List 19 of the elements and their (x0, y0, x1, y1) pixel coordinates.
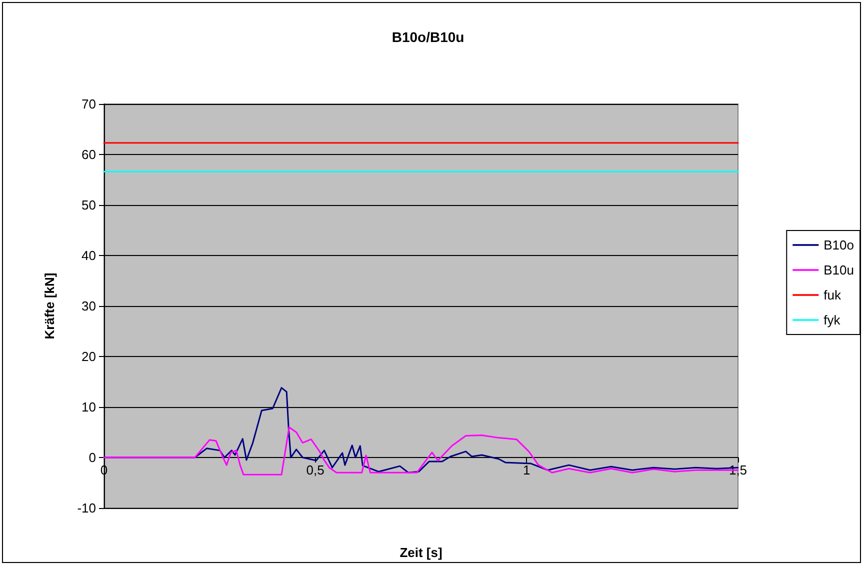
x-tick-label: 1 (523, 462, 530, 478)
y-tick-label: 40 (82, 248, 96, 263)
y-tick-label: 70 (82, 96, 96, 112)
x-axis-title: Zeit [s] (400, 545, 442, 560)
legend-label: B10o (824, 238, 854, 252)
legend-label: B10u (824, 262, 854, 278)
y-tick-label: 60 (82, 147, 96, 162)
y-tick-label: 20 (82, 349, 96, 364)
x-tick-label: 0,5 (306, 462, 324, 478)
y-tick-label: -10 (77, 500, 96, 516)
y-tick-label: 10 (82, 400, 96, 414)
y-tick-label: 50 (82, 198, 96, 212)
x-tick-label: 1,5 (728, 462, 748, 478)
y-axis-title: Kräfte [kN] (42, 272, 57, 340)
legend-label: fuk (824, 288, 842, 302)
y-tick-label: 30 (82, 298, 96, 314)
chart-title: B10o/B10u (392, 29, 464, 45)
legend-label: fyk (824, 312, 841, 328)
y-tick-label: 0 (88, 450, 96, 465)
